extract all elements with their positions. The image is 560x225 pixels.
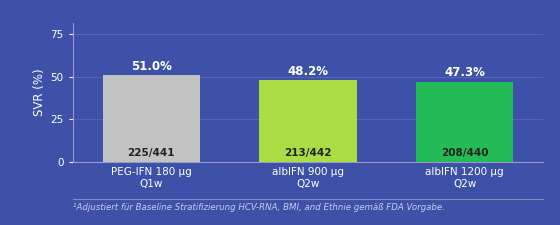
Bar [259,80,357,162]
Text: ¹Adjustiert für Baseline Stratifizierung HCV-RNA, BMI, and Ethnie gemäß FDA Vorg: ¹Adjustiert für Baseline Stratifizierung… [73,202,445,211]
Bar [416,81,514,162]
Bar [102,75,200,162]
Text: 47.3%: 47.3% [445,67,485,79]
Text: 213/442: 213/442 [284,148,332,158]
Y-axis label: SVR (%): SVR (%) [34,68,46,116]
Text: 225/441: 225/441 [128,148,175,158]
Text: 208/440: 208/440 [441,148,488,158]
Text: 48.2%: 48.2% [287,65,329,78]
Text: 51.0%: 51.0% [131,60,171,73]
